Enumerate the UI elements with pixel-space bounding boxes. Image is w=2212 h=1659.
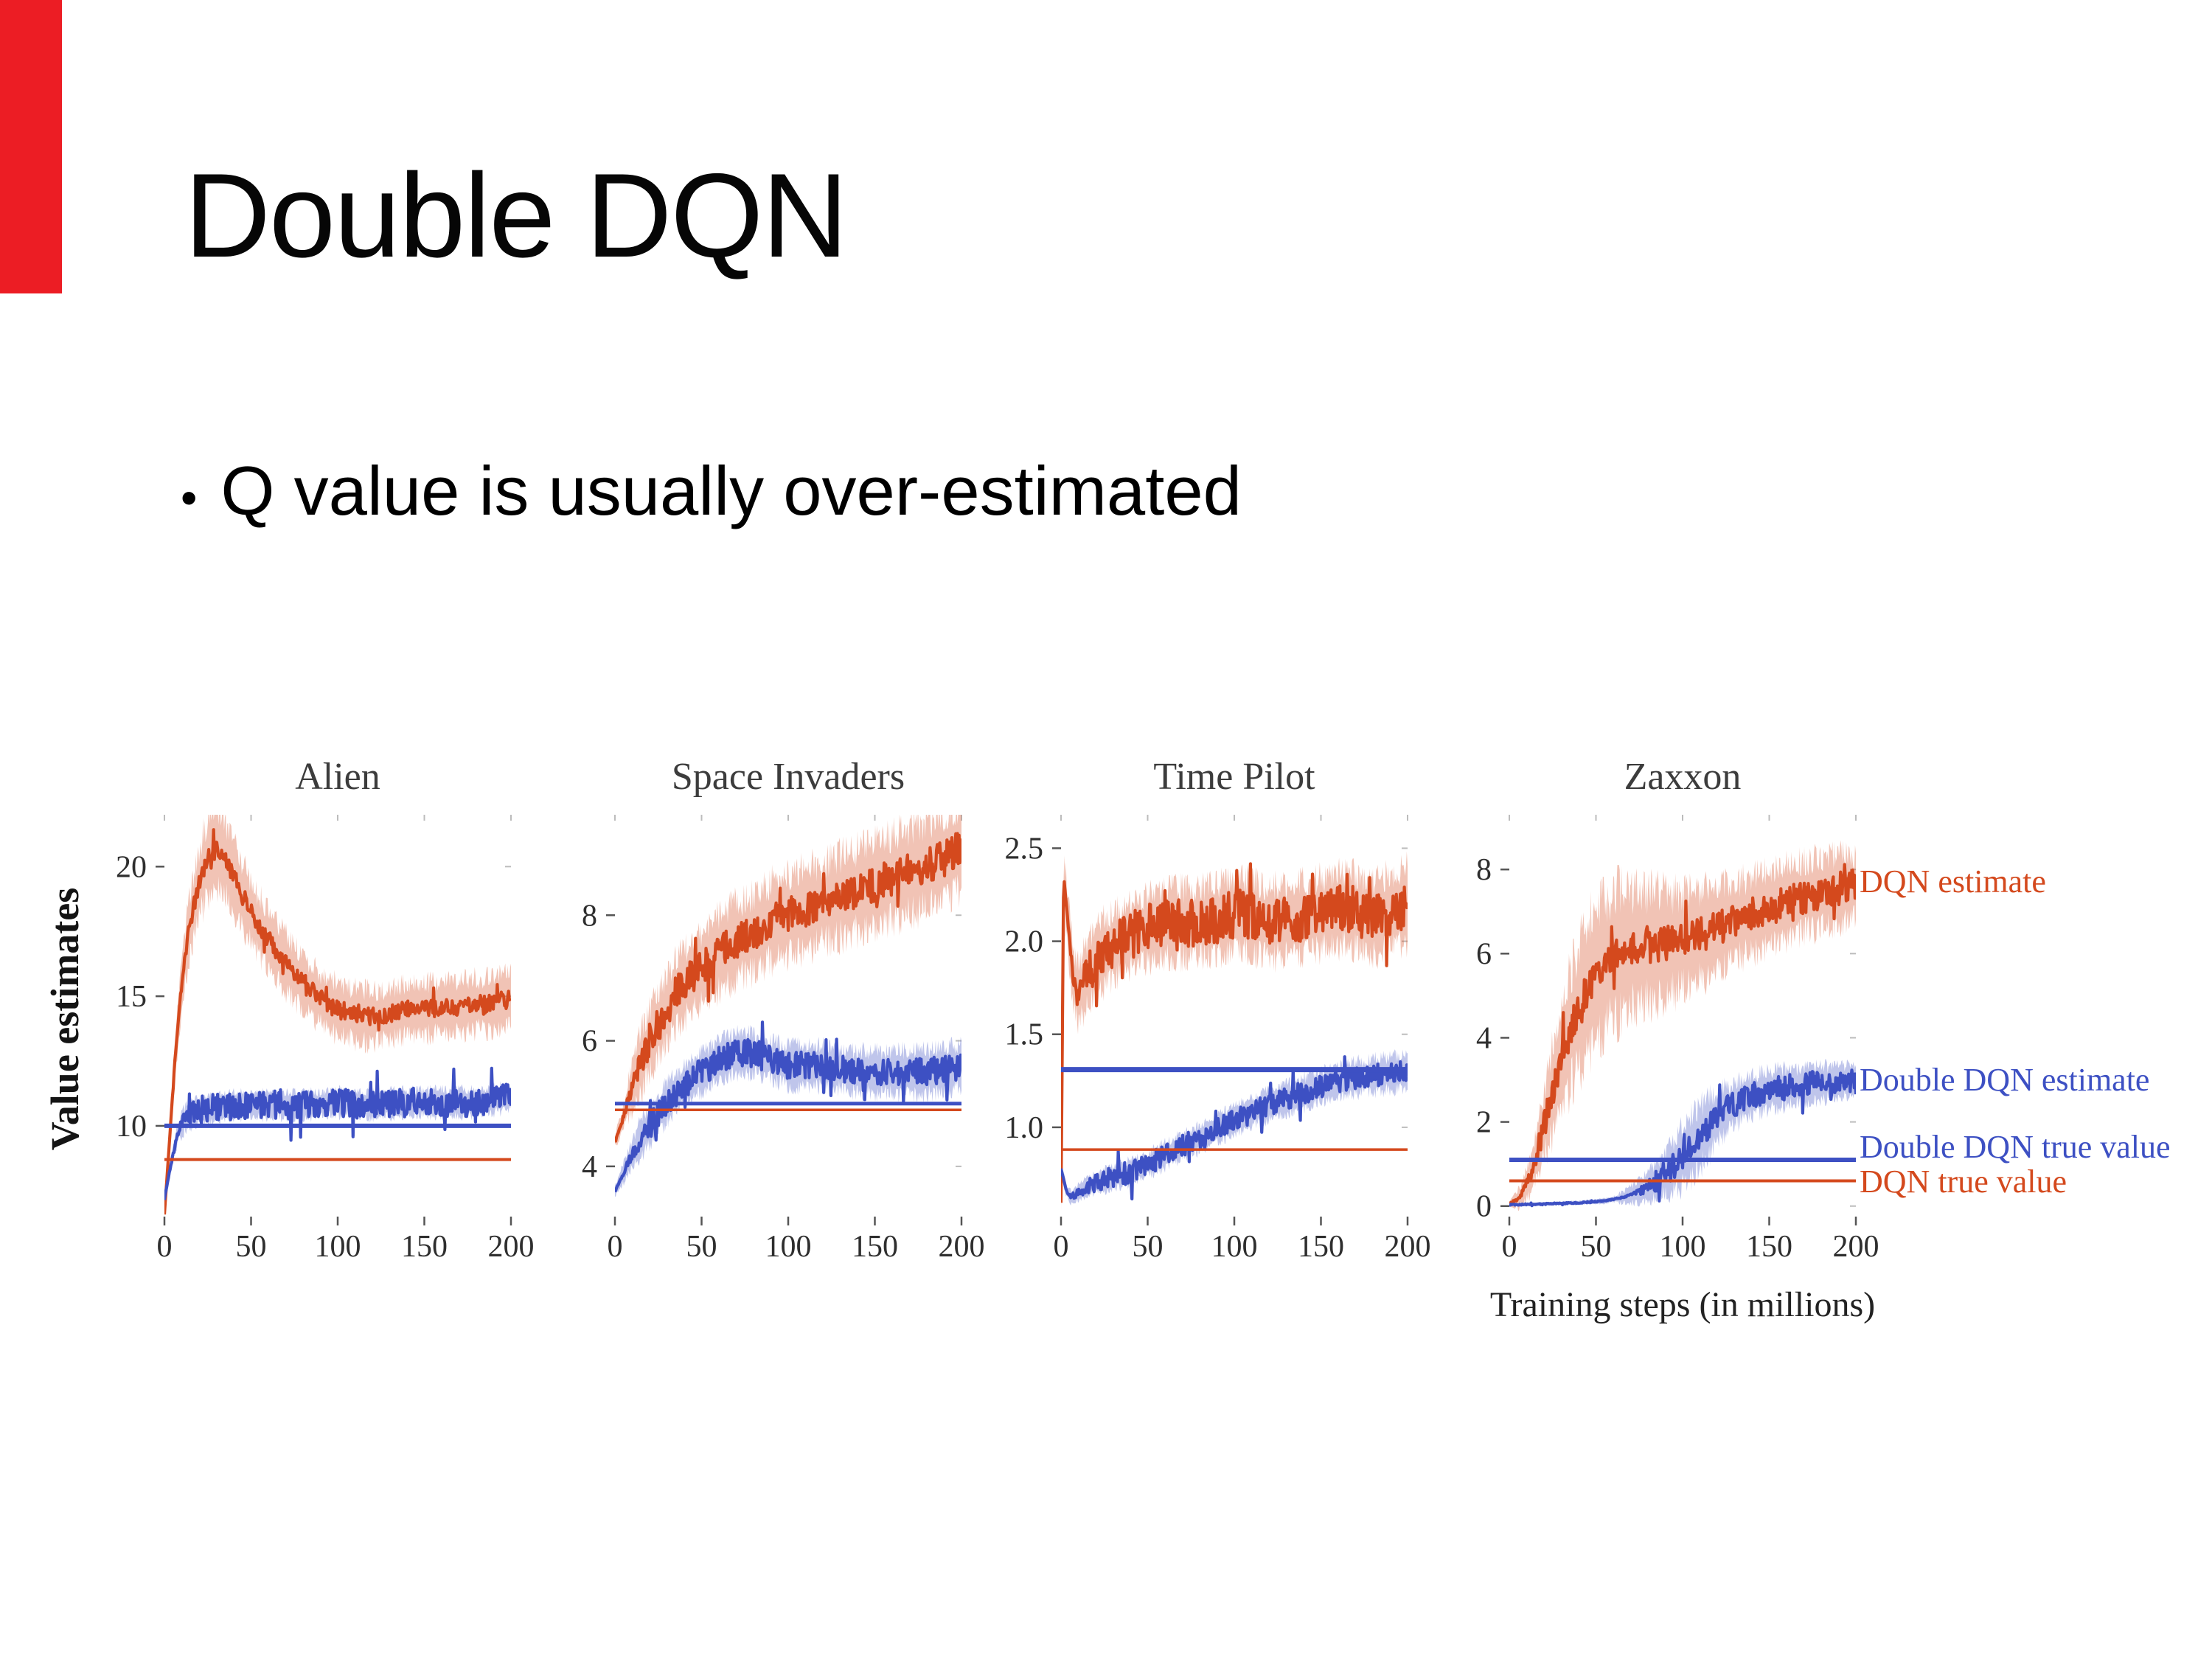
- y-tick-label: 2.5: [1005, 832, 1044, 866]
- x-tick-label: 200: [1833, 1230, 1879, 1264]
- chart-time-pilot: Time Pilot 0 50 100 150 200 1.0 1.5 2.0 2.5: [973, 745, 1431, 1272]
- x-tick-label: 50: [1133, 1230, 1164, 1264]
- x-tick-label: 150: [1746, 1230, 1792, 1264]
- x-tick-label: 0: [157, 1230, 173, 1264]
- y-tick-label: 2: [1476, 1106, 1492, 1140]
- y-tick-label: 6: [582, 1025, 597, 1059]
- x-tick-label: 100: [1660, 1230, 1706, 1264]
- series-line-double-dqn-estimate: [1061, 1055, 1408, 1201]
- chart-canvas-alien: Alien 0 50 100 150 200 10 15 20: [116, 756, 535, 1264]
- x-tick-label: 150: [1298, 1230, 1344, 1264]
- accent-bar: [0, 0, 62, 293]
- x-tick-label: 50: [686, 1230, 717, 1264]
- bullet-marker: •: [181, 471, 198, 524]
- series-line-dqn-estimate: [1061, 862, 1408, 1203]
- series-band-dqn-estimate: [1509, 840, 1856, 1211]
- page-title: Double DQN: [184, 149, 848, 282]
- x-tick-label: 100: [765, 1230, 812, 1264]
- legend-dqn-estimate: DQN estimate: [1860, 863, 2046, 900]
- y-tick-label: 8: [582, 899, 597, 933]
- chart-alien: Alien 0 50 100 150 200 10 15 20: [76, 745, 535, 1272]
- x-tick-label: 0: [1054, 1230, 1069, 1264]
- y-tick-label: 10: [116, 1110, 147, 1144]
- x-tick-label: 150: [852, 1230, 898, 1264]
- series-line-dqn-estimate: [615, 832, 961, 1144]
- chart-title: Zaxxon: [1624, 756, 1742, 798]
- y-tick-label: 2.0: [1005, 925, 1044, 959]
- y-tick-label: 15: [116, 980, 147, 1014]
- chart-space-invaders: Space Invaders 0 50 100 150 200 4 6 8: [526, 745, 985, 1272]
- x-tick-label: 0: [1502, 1230, 1517, 1264]
- chart-title: Alien: [295, 756, 380, 798]
- x-tick-label: 100: [315, 1230, 361, 1264]
- legend-double-dqn-true-value: Double DQN true value: [1860, 1128, 2171, 1165]
- chart-zaxxon: Zaxxon 0 50 100 150 200 0 2 4 6 8: [1421, 745, 1879, 1272]
- y-tick-label: 20: [116, 850, 147, 884]
- figure-legend: DQN estimate Double DQN estimate Double DQ…: [1860, 0, 2212, 1659]
- chart-canvas-time-pilot: Time Pilot 0 50 100 150 200 1.0 1.5 2.0 2.5: [1005, 756, 1431, 1264]
- series-line-double-dqn-estimate: [164, 1066, 511, 1200]
- x-tick-label: 0: [608, 1230, 623, 1264]
- y-tick-label: 4: [1476, 1021, 1492, 1055]
- x-tick-label: 200: [939, 1230, 985, 1264]
- y-tick-label: 1.0: [1005, 1111, 1044, 1145]
- chart-canvas-space-invaders: Space Invaders 0 50 100 150 200 4 6 8: [582, 756, 985, 1264]
- y-tick-label: 4: [582, 1150, 597, 1184]
- x-tick-label: 100: [1211, 1230, 1258, 1264]
- legend-dqn-true-value: DQN true value: [1860, 1164, 2067, 1200]
- bullet-item: • Q value is usually over-estimated: [181, 451, 1242, 531]
- series-line-dqn-estimate: [1509, 863, 1856, 1206]
- chart-title: Time Pilot: [1153, 756, 1315, 798]
- series-line-dqn-estimate: [164, 828, 511, 1215]
- x-tick-label: 200: [1385, 1230, 1431, 1264]
- x-axis-label: Training steps (in millions): [1489, 1285, 1876, 1324]
- y-tick-label: 6: [1476, 937, 1492, 971]
- y-tick-label: 8: [1476, 853, 1492, 887]
- x-tick-label: 50: [236, 1230, 267, 1264]
- bullet-text: Q value is usually over-estimated: [220, 452, 1242, 529]
- legend-double-dqn-estimate: Double DQN estimate: [1860, 1061, 2150, 1098]
- chart-canvas-zaxxon: Zaxxon 0 50 100 150 200 0 2 4 6 8: [1476, 756, 1879, 1264]
- x-tick-label: 200: [488, 1230, 535, 1264]
- chart-title: Space Invaders: [672, 756, 905, 798]
- x-tick-label: 50: [1581, 1230, 1612, 1264]
- y-tick-label: 1.5: [1005, 1018, 1044, 1052]
- y-tick-label: 0: [1476, 1190, 1492, 1224]
- x-tick-label: 150: [401, 1230, 448, 1264]
- series-line-double-dqn-estimate: [1509, 1068, 1856, 1208]
